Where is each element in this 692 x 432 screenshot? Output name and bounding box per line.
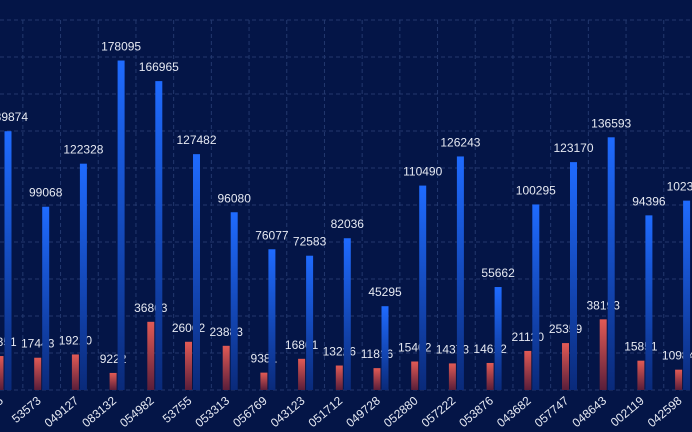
bar bbox=[570, 162, 577, 390]
bar bbox=[155, 81, 163, 390]
bar bbox=[448, 363, 456, 390]
value-label: 96080 bbox=[218, 191, 252, 205]
bar bbox=[456, 156, 464, 390]
value-label: 17443 bbox=[21, 337, 55, 351]
x-tick-label: 056769 bbox=[230, 393, 270, 430]
x-tick-label: 049127 bbox=[42, 393, 82, 430]
bar bbox=[222, 345, 230, 390]
value-label: 102361 bbox=[667, 180, 692, 194]
value-label: 136593 bbox=[591, 116, 631, 130]
x-tick-label: 5 bbox=[0, 393, 6, 408]
value-label: 178095 bbox=[101, 40, 141, 54]
value-label: 122328 bbox=[63, 143, 103, 157]
x-tick-label: 053313 bbox=[192, 393, 232, 430]
bar bbox=[683, 200, 691, 390]
bar bbox=[147, 321, 155, 390]
value-label: 45295 bbox=[368, 285, 402, 299]
value-label: 99068 bbox=[29, 186, 63, 200]
bar bbox=[373, 368, 381, 390]
value-label: 72583 bbox=[293, 235, 327, 249]
bar bbox=[4, 131, 12, 390]
value-label: 16861 bbox=[285, 338, 319, 352]
value-label: 36863 bbox=[134, 301, 168, 315]
bar bbox=[381, 306, 389, 390]
value-label: 100295 bbox=[516, 183, 556, 197]
x-tick-label: 53755 bbox=[160, 393, 195, 425]
x-tick-label: 043682 bbox=[494, 393, 534, 430]
bar bbox=[71, 354, 79, 390]
value-label: 123170 bbox=[553, 141, 593, 155]
x-tick-label: 051712 bbox=[306, 393, 346, 430]
value-label: 26062 bbox=[172, 321, 206, 335]
bar bbox=[411, 361, 419, 390]
bar bbox=[79, 163, 87, 390]
bar bbox=[562, 343, 569, 390]
x-tick-label: 083132 bbox=[79, 393, 119, 430]
value-label: 126243 bbox=[440, 135, 480, 149]
value-label: 19210 bbox=[59, 333, 93, 347]
x-tick-label: 043123 bbox=[268, 393, 308, 430]
x-tick-label: 057747 bbox=[532, 393, 572, 430]
value-label: 23883 bbox=[210, 325, 244, 339]
bar bbox=[306, 255, 314, 390]
bar bbox=[637, 360, 645, 390]
bar bbox=[298, 358, 306, 390]
bar bbox=[343, 238, 351, 390]
bar bbox=[42, 206, 50, 390]
x-tick-label: 002119 bbox=[608, 393, 647, 429]
value-label: 139874 bbox=[0, 110, 28, 124]
value-label: 82036 bbox=[331, 217, 365, 231]
value-label: 11816 bbox=[361, 347, 394, 361]
x-tick-label: 042598 bbox=[645, 393, 685, 430]
value-label: 94396 bbox=[632, 194, 666, 208]
x-tick-label: 054982 bbox=[117, 393, 157, 430]
bar bbox=[34, 357, 42, 390]
x-tick-label: 049728 bbox=[343, 393, 383, 430]
x-tick-label: 057222 bbox=[419, 393, 459, 430]
value-label: 38193 bbox=[587, 298, 621, 312]
value-label: 76077 bbox=[255, 228, 289, 242]
bar bbox=[193, 154, 200, 390]
bar bbox=[230, 212, 238, 390]
value-label: 21120 bbox=[512, 330, 545, 344]
value-label: 166965 bbox=[139, 60, 179, 74]
value-label: 14373 bbox=[436, 342, 470, 356]
x-tick-label: 053876 bbox=[456, 393, 496, 430]
bar bbox=[335, 365, 343, 390]
bar bbox=[532, 204, 540, 390]
bar bbox=[268, 249, 276, 390]
value-label: 13226 bbox=[323, 345, 357, 359]
bar bbox=[486, 362, 494, 390]
bar bbox=[0, 356, 4, 390]
bar bbox=[494, 287, 502, 390]
bar bbox=[185, 341, 192, 390]
bar bbox=[675, 369, 683, 390]
x-tick-label: 052880 bbox=[381, 393, 421, 430]
x-tick-label: 53573 bbox=[9, 393, 44, 425]
bar bbox=[117, 60, 125, 390]
bar bbox=[607, 137, 615, 390]
value-label: 127482 bbox=[176, 133, 216, 147]
bar bbox=[419, 185, 427, 390]
bar bbox=[599, 319, 607, 390]
value-label: 55662 bbox=[481, 266, 515, 280]
value-label: 110490 bbox=[403, 165, 442, 179]
value-label: 25359 bbox=[549, 322, 583, 336]
bar bbox=[260, 372, 268, 390]
value-label: 14612 bbox=[473, 342, 507, 356]
value-label: 15402 bbox=[398, 341, 432, 355]
bar bbox=[524, 350, 532, 390]
value-label: 15851 bbox=[624, 340, 658, 354]
x-tick-label: 048643 bbox=[569, 393, 609, 430]
bar bbox=[645, 215, 653, 390]
bar bbox=[109, 372, 117, 390]
